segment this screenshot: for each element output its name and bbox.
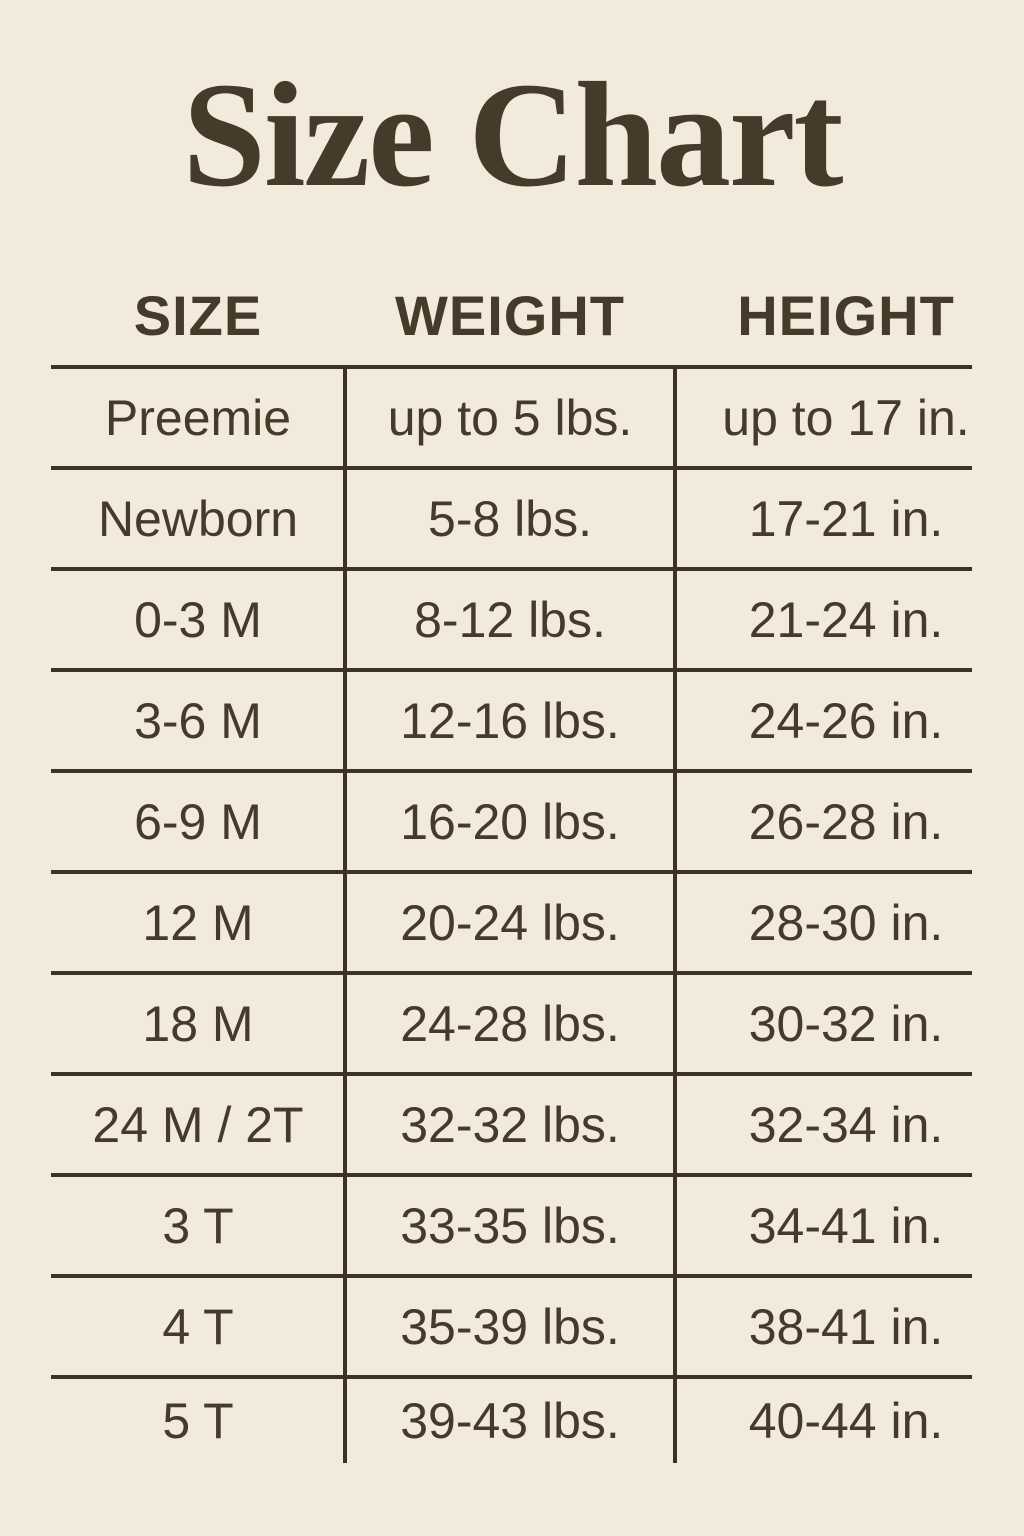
column-header-height: HEIGHT (737, 284, 955, 347)
cell-weight: 12-16 lbs. (400, 692, 620, 749)
cell-height: 30-32 in. (748, 995, 944, 1052)
table-row: 5 T 39-43 lbs. 40-44 in. (51, 1379, 972, 1463)
cell-height: 38-41 in. (748, 1298, 944, 1355)
cell-height: 40-44 in. (748, 1393, 944, 1449)
table-row: 4 T 35-39 lbs. 38-41 in. (51, 1278, 972, 1379)
cell-height: 24-26 in. (748, 692, 944, 749)
table-row: Preemie up to 5 lbs. up to 17 in. (51, 369, 972, 470)
cell-size: 12 M (142, 894, 254, 951)
cell-size: Newborn (97, 490, 299, 547)
cell-height: up to 17 in. (722, 389, 970, 446)
size-table: Preemie up to 5 lbs. up to 17 in. Newborn 5-… (51, 365, 972, 1463)
cell-size: 18 M (142, 995, 254, 1052)
cell-size: 3 T (162, 1197, 234, 1254)
column-header-weight: WEIGHT (395, 284, 625, 347)
cell-weight: 8-12 lbs. (414, 591, 606, 648)
cell-height: 17-21 in. (748, 490, 944, 547)
cell-height: 21-24 in. (748, 591, 944, 648)
table-row: 6-9 M 16-20 lbs. 26-28 in. (51, 773, 972, 874)
table-row: Newborn 5-8 lbs. 17-21 in. (51, 470, 972, 571)
column-divider (343, 369, 347, 1463)
table-row: 12 M 20-24 lbs. 28-30 in. (51, 874, 972, 975)
cell-weight: 16-20 lbs. (400, 793, 620, 850)
cell-height: 28-30 in. (748, 894, 944, 951)
cell-weight: up to 5 lbs. (387, 389, 633, 446)
cell-weight: 5-8 lbs. (428, 490, 592, 547)
cell-weight: 24-28 lbs. (400, 995, 620, 1052)
cell-size: 0-3 M (134, 591, 262, 648)
cell-size: 3-6 M (134, 692, 262, 749)
cell-height: 26-28 in. (748, 793, 944, 850)
cell-height: 34-41 in. (748, 1197, 944, 1254)
cell-weight: 35-39 lbs. (400, 1298, 620, 1355)
cell-weight: 32-32 lbs. (400, 1096, 620, 1153)
table-row: 24 M / 2T 32-32 lbs. 32-34 in. (51, 1076, 972, 1177)
table-row: 0-3 M 8-12 lbs. 21-24 in. (51, 571, 972, 672)
table-header-row: SIZE WEIGHT HEIGHT (51, 283, 972, 348)
column-header-size: SIZE (133, 284, 263, 347)
cell-size: Preemie (104, 389, 292, 446)
cell-size: 24 M / 2T (92, 1096, 304, 1153)
cell-weight: 33-35 lbs. (400, 1197, 620, 1254)
cell-height: 32-34 in. (748, 1096, 944, 1153)
cell-size: 4 T (162, 1298, 234, 1355)
cell-size: 5 T (162, 1393, 234, 1449)
table-row: 3-6 M 12-16 lbs. 24-26 in. (51, 672, 972, 773)
column-divider (673, 369, 677, 1463)
cell-weight: 39-43 lbs. (400, 1393, 620, 1449)
page-title: Size Chart (182, 52, 843, 218)
cell-weight: 20-24 lbs. (400, 894, 620, 951)
table-row: 3 T 33-35 lbs. 34-41 in. (51, 1177, 972, 1278)
table-body: Preemie up to 5 lbs. up to 17 in. Newborn 5-… (51, 369, 972, 1463)
table-row: 18 M 24-28 lbs. 30-32 in. (51, 975, 972, 1076)
cell-size: 6-9 M (134, 793, 262, 850)
